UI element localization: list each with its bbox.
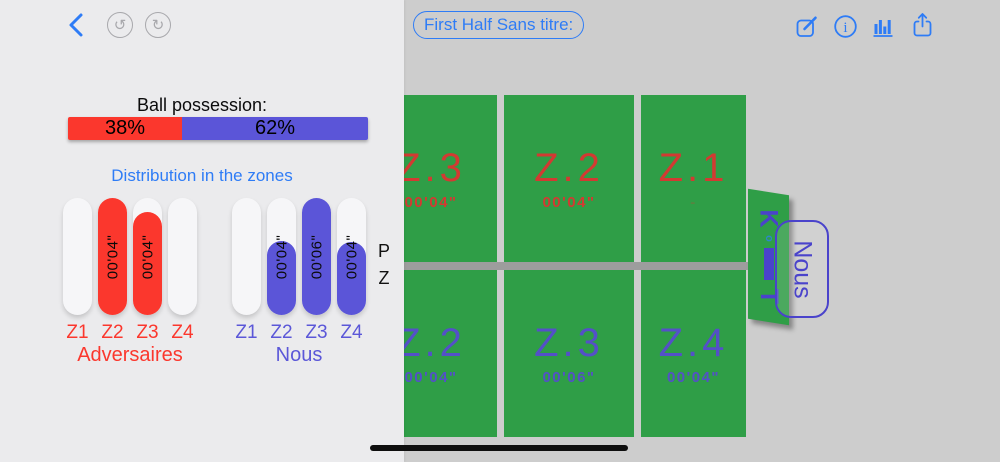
zone-bar-adv-z3: 00'04" [133,198,162,315]
zone-labels-nous: Z1 Z2 Z3 Z4 [232,322,366,343]
zone-label-z3: Z3 [136,322,159,343]
zone-time: 00'04" [542,193,596,211]
pitch-zone-top-z3[interactable]: Z.3 00'04" [404,95,497,262]
zone-time: 00'04" [666,368,721,386]
team-label-button[interactable]: Nous [775,220,829,318]
zone-bar-nous-z2: 00'04" [267,198,296,315]
zone-bars-adversaires: 00'04" 00'04" [63,198,197,315]
home-indicator[interactable] [370,445,628,451]
possession-pct-right: 62% [254,117,296,139]
svg-text:i: i [843,20,847,36]
chevron-left-icon [69,13,83,37]
compose-icon [796,15,817,37]
zone-labels-adversaires: Z1 Z2 Z3 Z4 [63,322,197,343]
zone-bar-adv-z1 [63,198,92,315]
zone-bar-fill [302,198,331,315]
compose-button[interactable] [793,13,819,39]
stats-panel: Ball possession: 38% 62% Distribution in… [0,0,404,462]
zone-bar-fill [133,212,162,315]
possession-segment-adversaires: 38% [68,117,182,140]
zone-bar-time: 00'04" [273,234,290,279]
pitch-area: Z.3 00'04" Z.2 00'04" Z.1 - Z.2 00'04" Z… [404,0,1000,462]
stats-chart-button[interactable] [870,13,896,39]
undo-icon: ↺ [107,12,133,38]
possession-bar: 38% 62% [68,117,368,140]
info-button[interactable]: i [832,13,858,39]
zone-bar-nous-z1 [232,198,261,315]
zone-bar-time: 00'04" [104,234,121,279]
possession-pct-left: 38% [104,117,146,139]
group-caption-adversaires: Adversaires [77,344,183,366]
zone-label: Z.3 [404,145,466,190]
zone-bars-nous: 00'04" 00'06" 00'04" [232,198,366,315]
legend-p: P [377,241,390,261]
zone-bar-time: 00'04" [343,234,360,279]
zone-bar-fill [267,241,296,315]
zone-label: Z.2 [404,320,466,365]
distribution-title: Distribution in the zones [111,166,293,185]
pz-legend: P Z [372,238,396,292]
match-title-text: First Half Sans titre: [424,15,574,34]
zone-label-z1: Z1 [235,322,258,343]
zone-time: 00'06" [542,368,596,386]
zone-bar-fill [98,198,127,315]
zone-bar-nous-z4: 00'04" [337,198,366,315]
zone-label-z4: Z4 [340,322,363,343]
kit-letter-k: K [755,208,783,228]
zone-label: Z.3 [534,320,604,365]
zone-time: 00'04" [404,368,458,386]
zone-label-z2: Z2 [101,322,124,343]
info-icon: i [833,14,857,38]
match-title-button[interactable]: First Half Sans titre: [413,11,585,39]
zone-label: Z.2 [534,145,604,190]
legend-z: Z [378,268,390,288]
redo-button[interactable]: ↻ [145,12,171,38]
possession-title: Ball possession: [136,95,268,115]
back-button[interactable] [64,12,90,38]
pitch-center-line [404,262,754,270]
zone-label: Z.4 [658,320,729,365]
share-icon [913,13,931,37]
pitch-zone-bottom-z3[interactable]: Z.3 00'06" [504,270,634,437]
redo-icon: ↻ [145,12,171,38]
bar-chart-icon [873,19,892,37]
team-label-text: Nous [788,239,817,299]
undo-button[interactable]: ↺ [107,12,133,38]
zone-bar-time: 00'06" [308,234,325,279]
zone-time: 00'04" [404,193,458,211]
pitch-zone-top-z2[interactable]: Z.2 00'04" [504,95,634,262]
pitch-zone-top-z1[interactable]: Z.1 - [641,95,746,262]
pitch-zone-bottom-z4[interactable]: Z.4 00'04" [641,270,746,437]
possession-segment-nous: 62% [182,117,368,140]
zone-label-z1: Z1 [66,322,89,343]
kit-letter-i-bar [763,247,774,280]
pitch-zone-bottom-z2[interactable]: Z.2 00'04" [404,270,497,437]
zone-label-z3: Z3 [305,322,328,343]
zone-label: Z.1 [658,145,729,190]
zone-time: - [690,193,697,211]
zone-label-z4: Z4 [171,322,194,343]
share-button[interactable] [909,11,935,39]
zone-bar-adv-z4 [168,198,197,315]
zone-bar-time: 00'04" [139,234,156,279]
zone-bar-nous-z3: 00'06" [302,198,331,315]
zone-bar-fill [337,242,366,315]
zone-label-z2: Z2 [270,322,293,343]
zone-bar-adv-z2: 00'04" [98,198,127,315]
kit-letter-o: o [762,234,775,242]
group-caption-nous: Nous [275,344,323,366]
